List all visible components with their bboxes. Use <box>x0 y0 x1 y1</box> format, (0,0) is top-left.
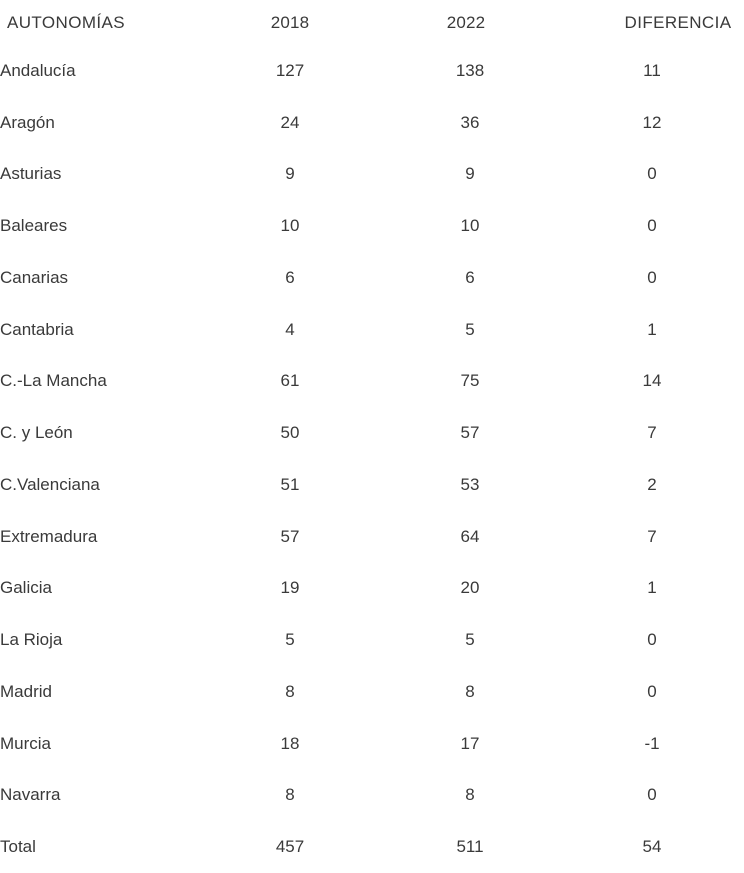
region-name-cell: Extremadura <box>0 526 98 546</box>
region-name-cell: C. y León <box>0 423 73 443</box>
value-cell: 10 <box>280 216 300 236</box>
table-row: La Rioja 5 5 0 <box>0 614 744 666</box>
value-cell: 457 <box>275 837 305 857</box>
value-cell: 17 <box>460 733 480 753</box>
value-cell: 9 <box>285 164 295 184</box>
table-row: C.-La Mancha 61 75 14 <box>0 356 744 408</box>
value-cell: 0 <box>647 630 657 650</box>
value-cell: 36 <box>460 112 480 132</box>
table-row: Murcia 18 17 -1 <box>0 718 744 770</box>
table-header: AUTONOMÍAS 2018 2022 DIFERENCIA <box>0 0 744 45</box>
value-cell: 6 <box>465 267 475 287</box>
value-cell: 7 <box>647 526 657 546</box>
region-name-cell: Cantabria <box>0 319 74 339</box>
value-cell: 8 <box>465 681 475 701</box>
value-cell: 511 <box>456 837 484 857</box>
value-cell: 57 <box>280 526 300 546</box>
column-header-2018: 2018 <box>200 0 380 45</box>
region-name-cell: Navarra <box>0 785 61 805</box>
value-cell: 19 <box>280 578 300 598</box>
value-cell: 5 <box>285 630 295 650</box>
value-cell: 1 <box>647 319 657 339</box>
value-cell: 0 <box>647 785 657 805</box>
table-header-row: AUTONOMÍAS 2018 2022 DIFERENCIA <box>0 0 744 45</box>
region-name-cell: C.Valenciana <box>0 474 100 494</box>
region-name-cell: Andalucía <box>0 60 76 80</box>
table-body: Andalucía 127 138 11 Aragón 24 36 12 Asturias 9 9 0… <box>0 45 744 873</box>
value-cell: 0 <box>647 681 657 701</box>
value-cell: 0 <box>647 164 657 184</box>
value-cell: 64 <box>460 526 480 546</box>
value-cell: 53 <box>460 474 480 494</box>
table-row: Baleares 10 10 0 <box>0 200 744 252</box>
value-cell: 57 <box>460 423 480 443</box>
value-cell: 4 <box>285 319 295 339</box>
value-cell: 18 <box>280 733 300 753</box>
value-cell: 75 <box>460 371 480 391</box>
column-header-diferencia-label: DIFERENCIA <box>624 12 732 32</box>
region-name-cell: Canarias <box>0 267 69 287</box>
value-cell: 2 <box>647 474 657 494</box>
region-name-cell: Baleares <box>0 216 68 236</box>
value-cell: 6 <box>285 267 295 287</box>
table-row: Andalucía 127 138 11 <box>0 45 744 97</box>
value-cell: 127 <box>275 60 305 80</box>
table-row: Canarias 6 6 0 <box>0 252 744 304</box>
column-header-diferencia: DIFERENCIA <box>560 0 744 45</box>
region-name-cell: Madrid <box>0 681 52 701</box>
table-row: C. y León 50 57 7 <box>0 407 744 459</box>
region-name-cell: Aragón <box>0 112 55 132</box>
value-cell: 20 <box>460 578 480 598</box>
value-cell: 138 <box>455 60 485 80</box>
table-row: Cantabria 4 5 1 <box>0 304 744 356</box>
column-header-2022-label: 2022 <box>446 12 486 32</box>
column-header-2018-label: 2018 <box>270 12 310 32</box>
value-cell: 54 <box>642 837 662 857</box>
table-row: Navarra 8 8 0 <box>0 770 744 822</box>
value-cell: 9 <box>465 164 475 184</box>
column-header-2022: 2022 <box>380 0 560 45</box>
table-row: Asturias 9 9 0 <box>0 149 744 201</box>
table-row: Extremadura 57 64 7 <box>0 511 744 563</box>
region-name-cell: C.-La Mancha <box>0 371 107 391</box>
table-row: Aragón 24 36 12 <box>0 97 744 149</box>
value-cell: 24 <box>280 112 300 132</box>
value-cell: 8 <box>285 681 295 701</box>
value-cell: 8 <box>285 785 295 805</box>
value-cell: 51 <box>280 474 300 494</box>
value-cell: 61 <box>280 371 300 391</box>
table-row: Madrid 8 8 0 <box>0 666 744 718</box>
column-header-autonomias: AUTONOMÍAS <box>0 0 200 45</box>
region-name-cell: Galicia <box>0 578 52 598</box>
value-cell: 14 <box>642 371 662 391</box>
value-cell: 12 <box>642 112 662 132</box>
region-name-cell: Asturias <box>0 164 62 184</box>
table-row: Galicia 19 20 1 <box>0 563 744 615</box>
table-total-row: Total 457 511 54 <box>0 821 744 873</box>
value-cell: 10 <box>460 216 480 236</box>
value-cell: 5 <box>465 319 475 339</box>
region-name-cell: La Rioja <box>0 630 63 650</box>
value-cell: 0 <box>647 267 657 287</box>
value-cell: 1 <box>647 578 657 598</box>
value-cell: 0 <box>647 216 657 236</box>
value-cell: 8 <box>465 785 475 805</box>
value-cell: -1 <box>644 733 660 753</box>
value-cell: 7 <box>647 423 657 443</box>
value-cell: 5 <box>465 630 475 650</box>
table-row: C.Valenciana 51 53 2 <box>0 459 744 511</box>
region-name-cell: Murcia <box>0 733 52 753</box>
value-cell: 50 <box>280 423 300 443</box>
column-header-autonomias-label: AUTONOMÍAS <box>7 12 125 32</box>
region-name-cell: Total <box>0 837 36 857</box>
value-cell: 11 <box>643 60 661 80</box>
